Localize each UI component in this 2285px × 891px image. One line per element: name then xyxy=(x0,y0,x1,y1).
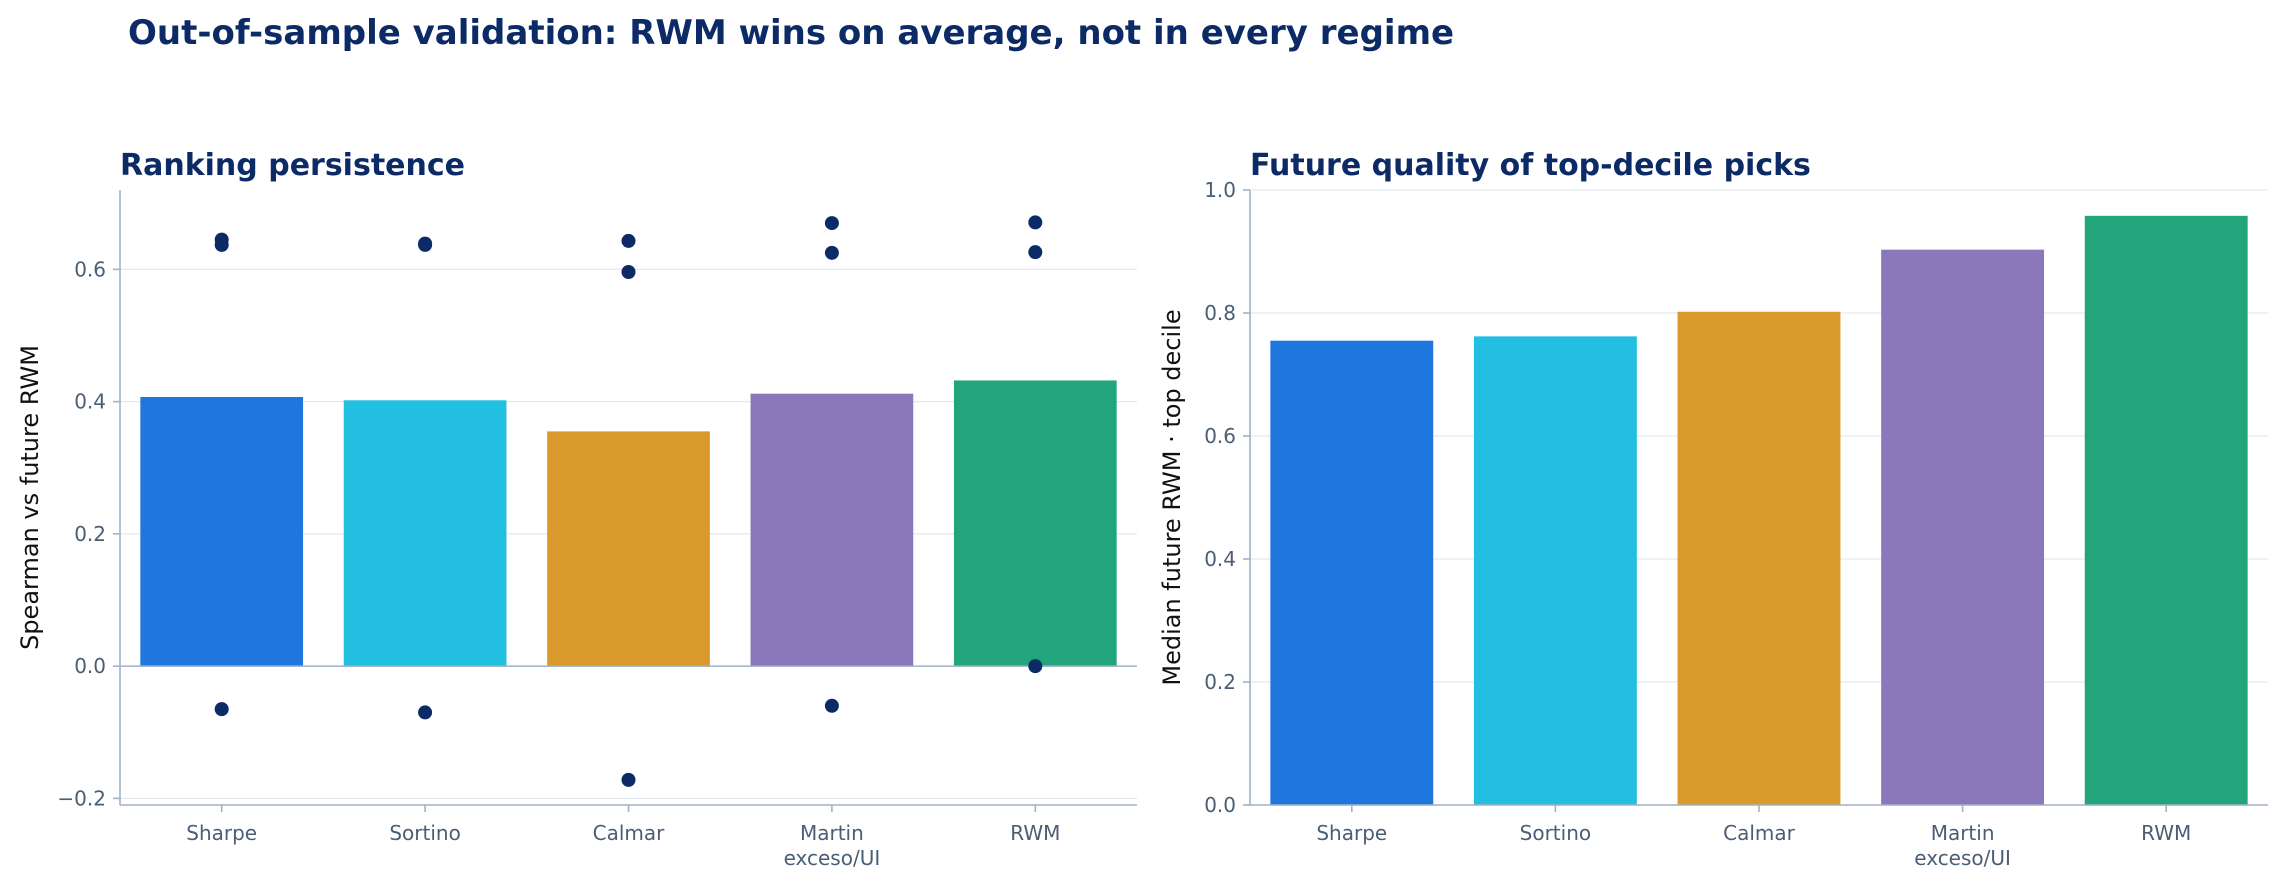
y-tick-label: 0.6 xyxy=(1204,424,1236,448)
y-axis-label: Median future RWM · top decile xyxy=(1158,309,1186,685)
x-tick-label: Martin exceso/UI xyxy=(1914,821,2011,870)
bar-martin xyxy=(750,393,914,667)
x-tick-label: Martin exceso/UI xyxy=(784,821,881,870)
data-point xyxy=(214,237,229,252)
x-tick-label: Sharpe xyxy=(186,821,257,845)
data-point xyxy=(824,698,839,713)
data-point xyxy=(621,772,636,787)
data-point xyxy=(1028,245,1043,260)
data-point xyxy=(214,702,229,717)
y-tick-label: 0.8 xyxy=(1204,301,1236,325)
panel-title: Future quality of top-decile picks xyxy=(1250,148,1811,183)
data-point xyxy=(621,233,636,248)
figure-title: Out-of-sample validation: RWM wins on av… xyxy=(128,13,1454,53)
x-tick-label: Calmar xyxy=(1723,821,1796,845)
data-point xyxy=(1028,659,1043,674)
data-point xyxy=(418,705,433,720)
x-tick-label: RWM xyxy=(2141,821,2191,845)
bar-martin xyxy=(1881,249,2045,805)
x-tick-label: Sortino xyxy=(1520,821,1591,845)
y-tick-label: 0.4 xyxy=(1204,547,1236,571)
y-axis-label: Spearman vs future RWM xyxy=(16,345,44,650)
y-tick-label: 0.0 xyxy=(1204,793,1236,817)
bar-calmar xyxy=(1677,311,1841,805)
data-point xyxy=(824,216,839,231)
panel-title: Ranking persistence xyxy=(120,148,465,183)
data-point xyxy=(621,265,636,279)
y-tick-label: 0.2 xyxy=(1204,670,1236,694)
bar-calmar xyxy=(547,431,710,667)
x-tick-label: Sortino xyxy=(389,821,460,845)
x-tick-label: RWM xyxy=(1010,821,1060,845)
bar-rwm xyxy=(2084,215,2248,805)
bar-rwm xyxy=(953,380,1117,667)
x-tick-label: Calmar xyxy=(593,821,666,845)
y-tick-label: 0.0 xyxy=(74,654,106,678)
y-tick-label: 0.2 xyxy=(74,522,106,546)
y-tick-label: −0.2 xyxy=(57,786,106,810)
data-point xyxy=(1028,215,1043,230)
y-tick-label: 0.4 xyxy=(74,390,106,414)
y-tick-label: 0.6 xyxy=(74,257,106,281)
y-tick-label: 1.0 xyxy=(1204,178,1236,202)
bar-sharpe xyxy=(140,396,304,667)
data-point xyxy=(824,245,839,260)
data-point xyxy=(418,237,433,252)
bar-sharpe xyxy=(1270,340,1434,805)
bar-sortino xyxy=(1473,336,1637,805)
bar-sortino xyxy=(343,400,507,667)
top-decile-quality-panel: 0.0 0.2 0.4 0.6 0.8 1.0 Sharpe Sortino Calmar Mar… xyxy=(1158,148,2268,870)
x-tick-label: Sharpe xyxy=(1316,821,1387,845)
ranking-persistence-panel: −0.2 0.0 0.2 0.4 0.6 Sharpe Sortino Calmar Marti… xyxy=(16,148,1137,870)
